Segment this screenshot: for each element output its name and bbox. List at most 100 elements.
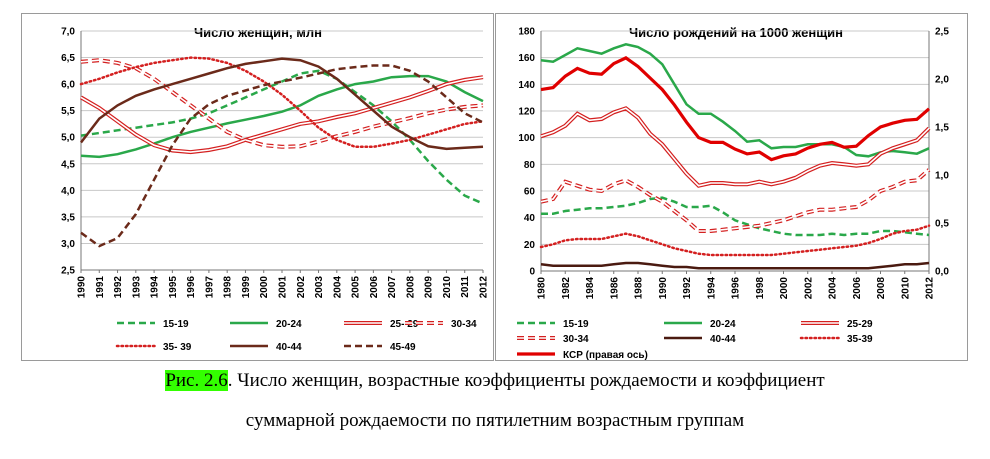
chart0-x-tick-label: 2001: [278, 276, 289, 299]
chart1-series-30-34-point-3: [577, 185, 578, 186]
chart1-series-15-19-point-23: [819, 234, 820, 235]
chart1-series-35-39-point-0: [540, 246, 541, 247]
chart1-series-40-44-point-9: [650, 264, 651, 265]
chart1-series-кср-правая-ось-point-30: [904, 120, 905, 121]
chart1-series-20-24-point-26: [856, 154, 857, 155]
chart0-legend-item-35-39-label: 35- 39: [163, 342, 192, 353]
chart0-series-30-34: [80, 58, 484, 149]
figure-label: Рис. 2.6: [165, 370, 228, 391]
chart0-series-35-39-point-19: [428, 134, 429, 135]
chart1-series-кср-правая-ось-point-29: [892, 123, 893, 124]
chart1-y-tick-label: 80: [524, 160, 536, 171]
chart0-series-15-19-point-5: [172, 122, 173, 123]
chart1-series-15-19-point-15: [722, 212, 723, 213]
chart0-series-20-24-point-18: [409, 76, 410, 77]
chart1-series-40-44-point-5: [601, 265, 602, 266]
chart0-y-tick-label: 7,0: [61, 27, 75, 38]
chart0-series-25-29-point-15: [355, 113, 356, 114]
chart1-series-35-39-point-26: [856, 245, 857, 246]
chart1-series-30-34-point-26: [856, 206, 857, 207]
chart-women-count-svg: Число женщин, млн 2,5 3,0 3,5 4,0 4,5 5,0 5,5 6,…: [61, 25, 490, 353]
chart1-series-15-19-point-13: [698, 206, 699, 207]
chart1-legend-item-25-29-label: 25-29: [847, 319, 873, 330]
chart1-series-25-29-point-8: [637, 117, 638, 118]
chart0-x-tick-label: 2004: [332, 276, 343, 299]
chart0-series-15-19-point-17: [391, 121, 392, 122]
chart0-series-15-19-point-1: [99, 132, 100, 133]
chart1-series-30-34-point-11: [674, 210, 675, 211]
chart0-series-35-39-point-4: [154, 62, 155, 63]
chart1-series-15-19-point-7: [625, 205, 626, 206]
chart1-series-30-34-point-17: [747, 226, 748, 227]
chart1-series-40-44-point-2: [565, 265, 566, 266]
chart0-series-15-19-line: [80, 69, 484, 205]
chart1-series-40-44-point-11: [674, 266, 675, 267]
chart1-y2-tick-label: 1,5: [935, 123, 949, 134]
chart1-series-40-44-point-10: [662, 265, 663, 266]
chart0-x-tick-label: 2003: [314, 276, 325, 299]
chart0-series-20-24-point-8: [227, 123, 228, 124]
chart1-series-15-19-point-8: [637, 202, 638, 203]
chart0-series-40-44-point-13: [318, 66, 319, 67]
chart0-series-25-29-point-20: [446, 84, 447, 85]
chart1-series-35-39-point-21: [795, 252, 796, 253]
chart1-series-кср-правая-ось-point-16: [734, 149, 735, 150]
chart0-series-40-44-point-5: [172, 84, 173, 85]
chart0-series-45-49-point-18: [409, 70, 410, 71]
chart0-series-45-49-point-7: [208, 104, 209, 105]
chart-birth-rates: Число рождений на 1000 женщин 0 20 40 60 80 10…: [495, 13, 968, 361]
chart1-series-кср-правая-ось-point-3: [577, 68, 578, 69]
chart1-series-кср-правая-ось-point-20: [783, 155, 784, 156]
chart1-series-30-34-point-28: [880, 190, 881, 191]
chart0-x-tick-label: 1996: [186, 276, 197, 299]
chart0-series-45-49-point-11: [281, 81, 282, 82]
chart1-x-tick-label: 1986: [609, 277, 620, 300]
chart1-series-20-24-point-1: [553, 61, 554, 62]
chart1-series-40-44-point-24: [831, 268, 832, 269]
chart1-series-40-44-point-8: [637, 262, 638, 263]
chart0-series-45-49: [80, 64, 484, 248]
chart1-series-40-44-point-15: [722, 268, 723, 269]
chart0-x-tick-label: 2005: [351, 276, 362, 299]
chart1-series-15-19-point-18: [759, 228, 760, 229]
chart0-series-25-29-point-7: [208, 149, 209, 150]
chart1-series-30-34-point-9: [650, 194, 651, 195]
chart1-y-tick-label: 100: [518, 133, 535, 144]
chart1-series-25-29-point-20: [783, 181, 784, 182]
chart1-series-20-24-point-16: [734, 130, 735, 131]
chart0-x-tick-label: 1995: [168, 276, 179, 299]
chart1-series-40-44-point-6: [613, 264, 614, 265]
chart1-legend-item-40-44-label: 40-44: [710, 334, 736, 345]
chart1-series-25-29-point-14: [710, 182, 711, 183]
chart0-series-45-49-point-21: [464, 113, 465, 114]
chart1-series-35-39-point-5: [601, 238, 602, 239]
chart1-series-кср-правая-ось-point-18: [759, 151, 760, 152]
chart1-x-tick-label: 1996: [731, 277, 742, 300]
chart1-series-25-29-point-31: [916, 140, 917, 141]
chart1-series-15-19-point-20: [783, 233, 784, 234]
chart0-series-30-34-point-19: [428, 113, 429, 114]
chart1-series-20-24-point-12: [686, 104, 687, 105]
chart-birth-rates-svg: Число рождений на 1000 женщин 0 20 40 60 80 10…: [517, 25, 949, 361]
chart1-series-15-19-point-1: [553, 213, 554, 214]
chart0-series-25-29-point-1: [99, 107, 100, 108]
chart1-series-35-39-point-11: [674, 248, 675, 249]
chart1-series-40-44-point-23: [819, 268, 820, 269]
chart0-series-40-44-point-7: [208, 73, 209, 74]
chart1-series-25-29-point-5: [601, 118, 602, 119]
chart0-series-20-24-point-6: [190, 131, 191, 132]
chart1-series-кср-правая-ось-point-1: [553, 87, 554, 88]
chart0-x-tick-label: 2009: [424, 276, 435, 299]
chart0-legend-item-40-44-label: 40-44: [276, 342, 302, 353]
chart0-legend-item-25-29-label: 25- 29: [390, 319, 419, 330]
chart0-legend-item-20-24: 20-24: [230, 319, 302, 330]
chart0-x-tick-label: 2012: [479, 276, 490, 299]
chart1-series-15-19-point-29: [892, 230, 893, 231]
chart1-series-15-19-point-9: [650, 198, 651, 199]
chart0-x-tick-label: 2011: [460, 276, 471, 298]
chart0-series-20-24-point-14: [336, 89, 337, 90]
chart1-series-25-29-point-22: [807, 170, 808, 171]
chart1-series-40-44-point-17: [747, 268, 748, 269]
chart1-legend-item-35-39-label: 35-39: [847, 334, 873, 345]
